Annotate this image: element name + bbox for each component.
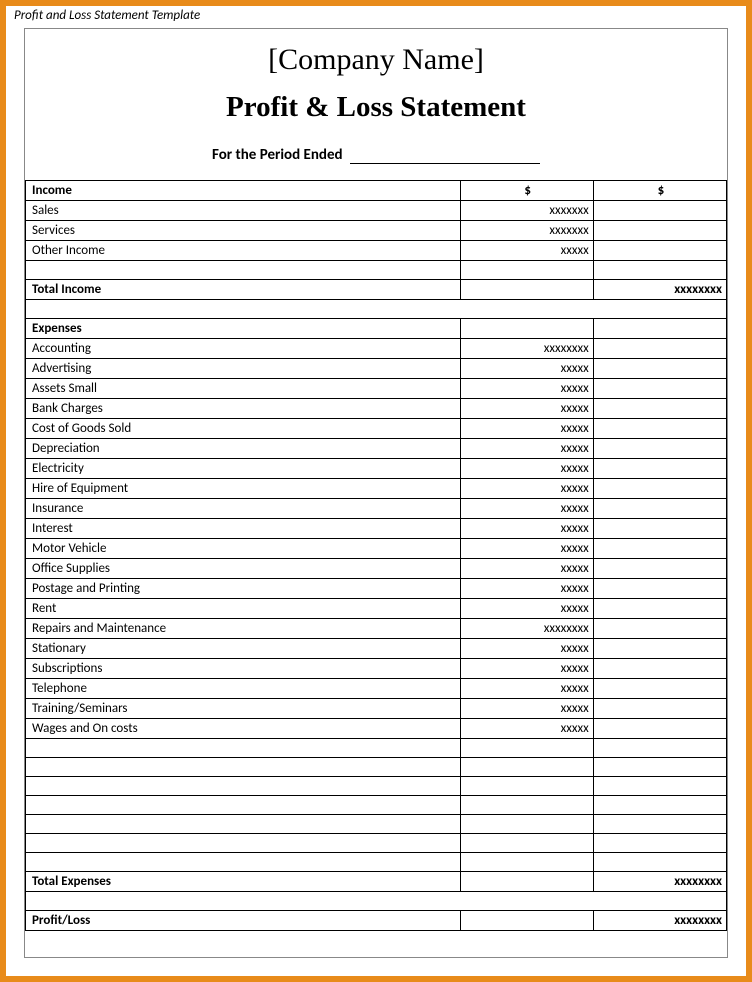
period-label: For the Period Ended: [212, 146, 343, 164]
expense-row-amount: xxxxxxxx: [460, 339, 593, 359]
period-line: For the Period Ended: [25, 146, 727, 164]
expense-row-amount: xxxxx: [460, 459, 593, 479]
expense-row-amount: xxxxx: [460, 419, 593, 439]
expense-row-blank: [593, 699, 726, 719]
expense-row-blank: [593, 459, 726, 479]
expense-row-amount: xxxxx: [460, 679, 593, 699]
income-row-label: Sales: [26, 201, 461, 221]
expense-row-blank: [593, 559, 726, 579]
expense-row-label: Training/Seminars: [26, 699, 461, 719]
expense-row-blank: [593, 399, 726, 419]
expense-row-blank: [593, 599, 726, 619]
expense-row-label: Rent: [26, 599, 461, 619]
expense-row-amount: xxxxx: [460, 539, 593, 559]
income-section-head: Income: [26, 181, 461, 201]
expense-row-label: Telephone: [26, 679, 461, 699]
expense-row-amount: xxxxx: [460, 439, 593, 459]
pl-table: Income$$SalesxxxxxxxServicesxxxxxxxOther…: [25, 180, 727, 931]
expense-row-label: Stationary: [26, 639, 461, 659]
expense-row-amount: xxxxx: [460, 379, 593, 399]
income-row-amount: xxxxxxx: [460, 221, 593, 241]
income-row-blank: [593, 221, 726, 241]
expense-row-amount: xxxxx: [460, 639, 593, 659]
expense-row-label: Accounting: [26, 339, 461, 359]
expense-row-amount: xxxxx: [460, 499, 593, 519]
total-income-value: xxxxxxxx: [593, 280, 726, 300]
expense-row-label: Bank Charges: [26, 399, 461, 419]
income-row-amount: xxxxx: [460, 241, 593, 261]
expense-row-amount: xxxxx: [460, 399, 593, 419]
expense-row-blank: [593, 419, 726, 439]
income-row-label: Other Income: [26, 241, 461, 261]
expense-row-blank: [593, 479, 726, 499]
expense-row-blank: [593, 499, 726, 519]
expense-row-blank: [593, 539, 726, 559]
expense-row-blank: [593, 359, 726, 379]
expense-row-blank: [593, 379, 726, 399]
expense-row-amount: xxxxx: [460, 479, 593, 499]
statement-title: Profit & Loss Statement: [25, 91, 727, 124]
header: [Company Name] Profit & Loss Statement F…: [25, 29, 727, 164]
expense-row-label: Hire of Equipment: [26, 479, 461, 499]
expense-row-blank: [593, 519, 726, 539]
document-frame: Profit and Loss Statement Template [Comp…: [0, 0, 752, 982]
profit-loss-value: xxxxxxxx: [593, 911, 726, 931]
company-name: [Company Name]: [25, 43, 727, 77]
expense-row-label: Motor Vehicle: [26, 539, 461, 559]
expense-row-blank: [593, 679, 726, 699]
expense-row-blank: [593, 579, 726, 599]
expense-row-amount: xxxxx: [460, 719, 593, 739]
expense-row-blank: [593, 439, 726, 459]
expense-row-label: Postage and Printing: [26, 579, 461, 599]
period-blank-line[interactable]: [350, 150, 540, 164]
expense-row-blank: [593, 339, 726, 359]
expense-row-label: Repairs and Maintenance: [26, 619, 461, 639]
expense-row-label: Depreciation: [26, 439, 461, 459]
expense-row-blank: [593, 719, 726, 739]
expense-row-blank: [593, 659, 726, 679]
total-expenses-value: xxxxxxxx: [593, 872, 726, 892]
income-row-amount: xxxxxxx: [460, 201, 593, 221]
expense-row-blank: [593, 619, 726, 639]
expense-row-label: Cost of Goods Sold: [26, 419, 461, 439]
expense-row-label: Subscriptions: [26, 659, 461, 679]
income-row-label: Services: [26, 221, 461, 241]
template-label: Profit and Loss Statement Template: [14, 8, 200, 23]
expense-row-label: Interest: [26, 519, 461, 539]
expense-row-amount: xxxxxxxx: [460, 619, 593, 639]
expense-row-amount: xxxxx: [460, 699, 593, 719]
expense-row-amount: xxxxx: [460, 579, 593, 599]
currency-col-2: $: [593, 181, 726, 201]
expense-row-label: Assets Small: [26, 379, 461, 399]
expense-row-blank: [593, 639, 726, 659]
total-expenses-label: Total Expenses: [26, 872, 461, 892]
profit-loss-label: Profit/Loss: [26, 911, 461, 931]
expense-row-label: Wages and On costs: [26, 719, 461, 739]
currency-col-1: $: [460, 181, 593, 201]
expense-row-amount: xxxxx: [460, 599, 593, 619]
expense-row-amount: xxxxx: [460, 559, 593, 579]
expense-row-label: Office Supplies: [26, 559, 461, 579]
income-row-blank: [593, 241, 726, 261]
expense-row-label: Advertising: [26, 359, 461, 379]
expense-row-amount: xxxxx: [460, 659, 593, 679]
total-income-label: Total Income: [26, 280, 461, 300]
expenses-section-head: Expenses: [26, 319, 461, 339]
page: [Company Name] Profit & Loss Statement F…: [24, 28, 728, 958]
expense-row-amount: xxxxx: [460, 359, 593, 379]
expense-row-amount: xxxxx: [460, 519, 593, 539]
expense-row-label: Electricity: [26, 459, 461, 479]
expense-row-label: Insurance: [26, 499, 461, 519]
income-row-blank: [593, 201, 726, 221]
